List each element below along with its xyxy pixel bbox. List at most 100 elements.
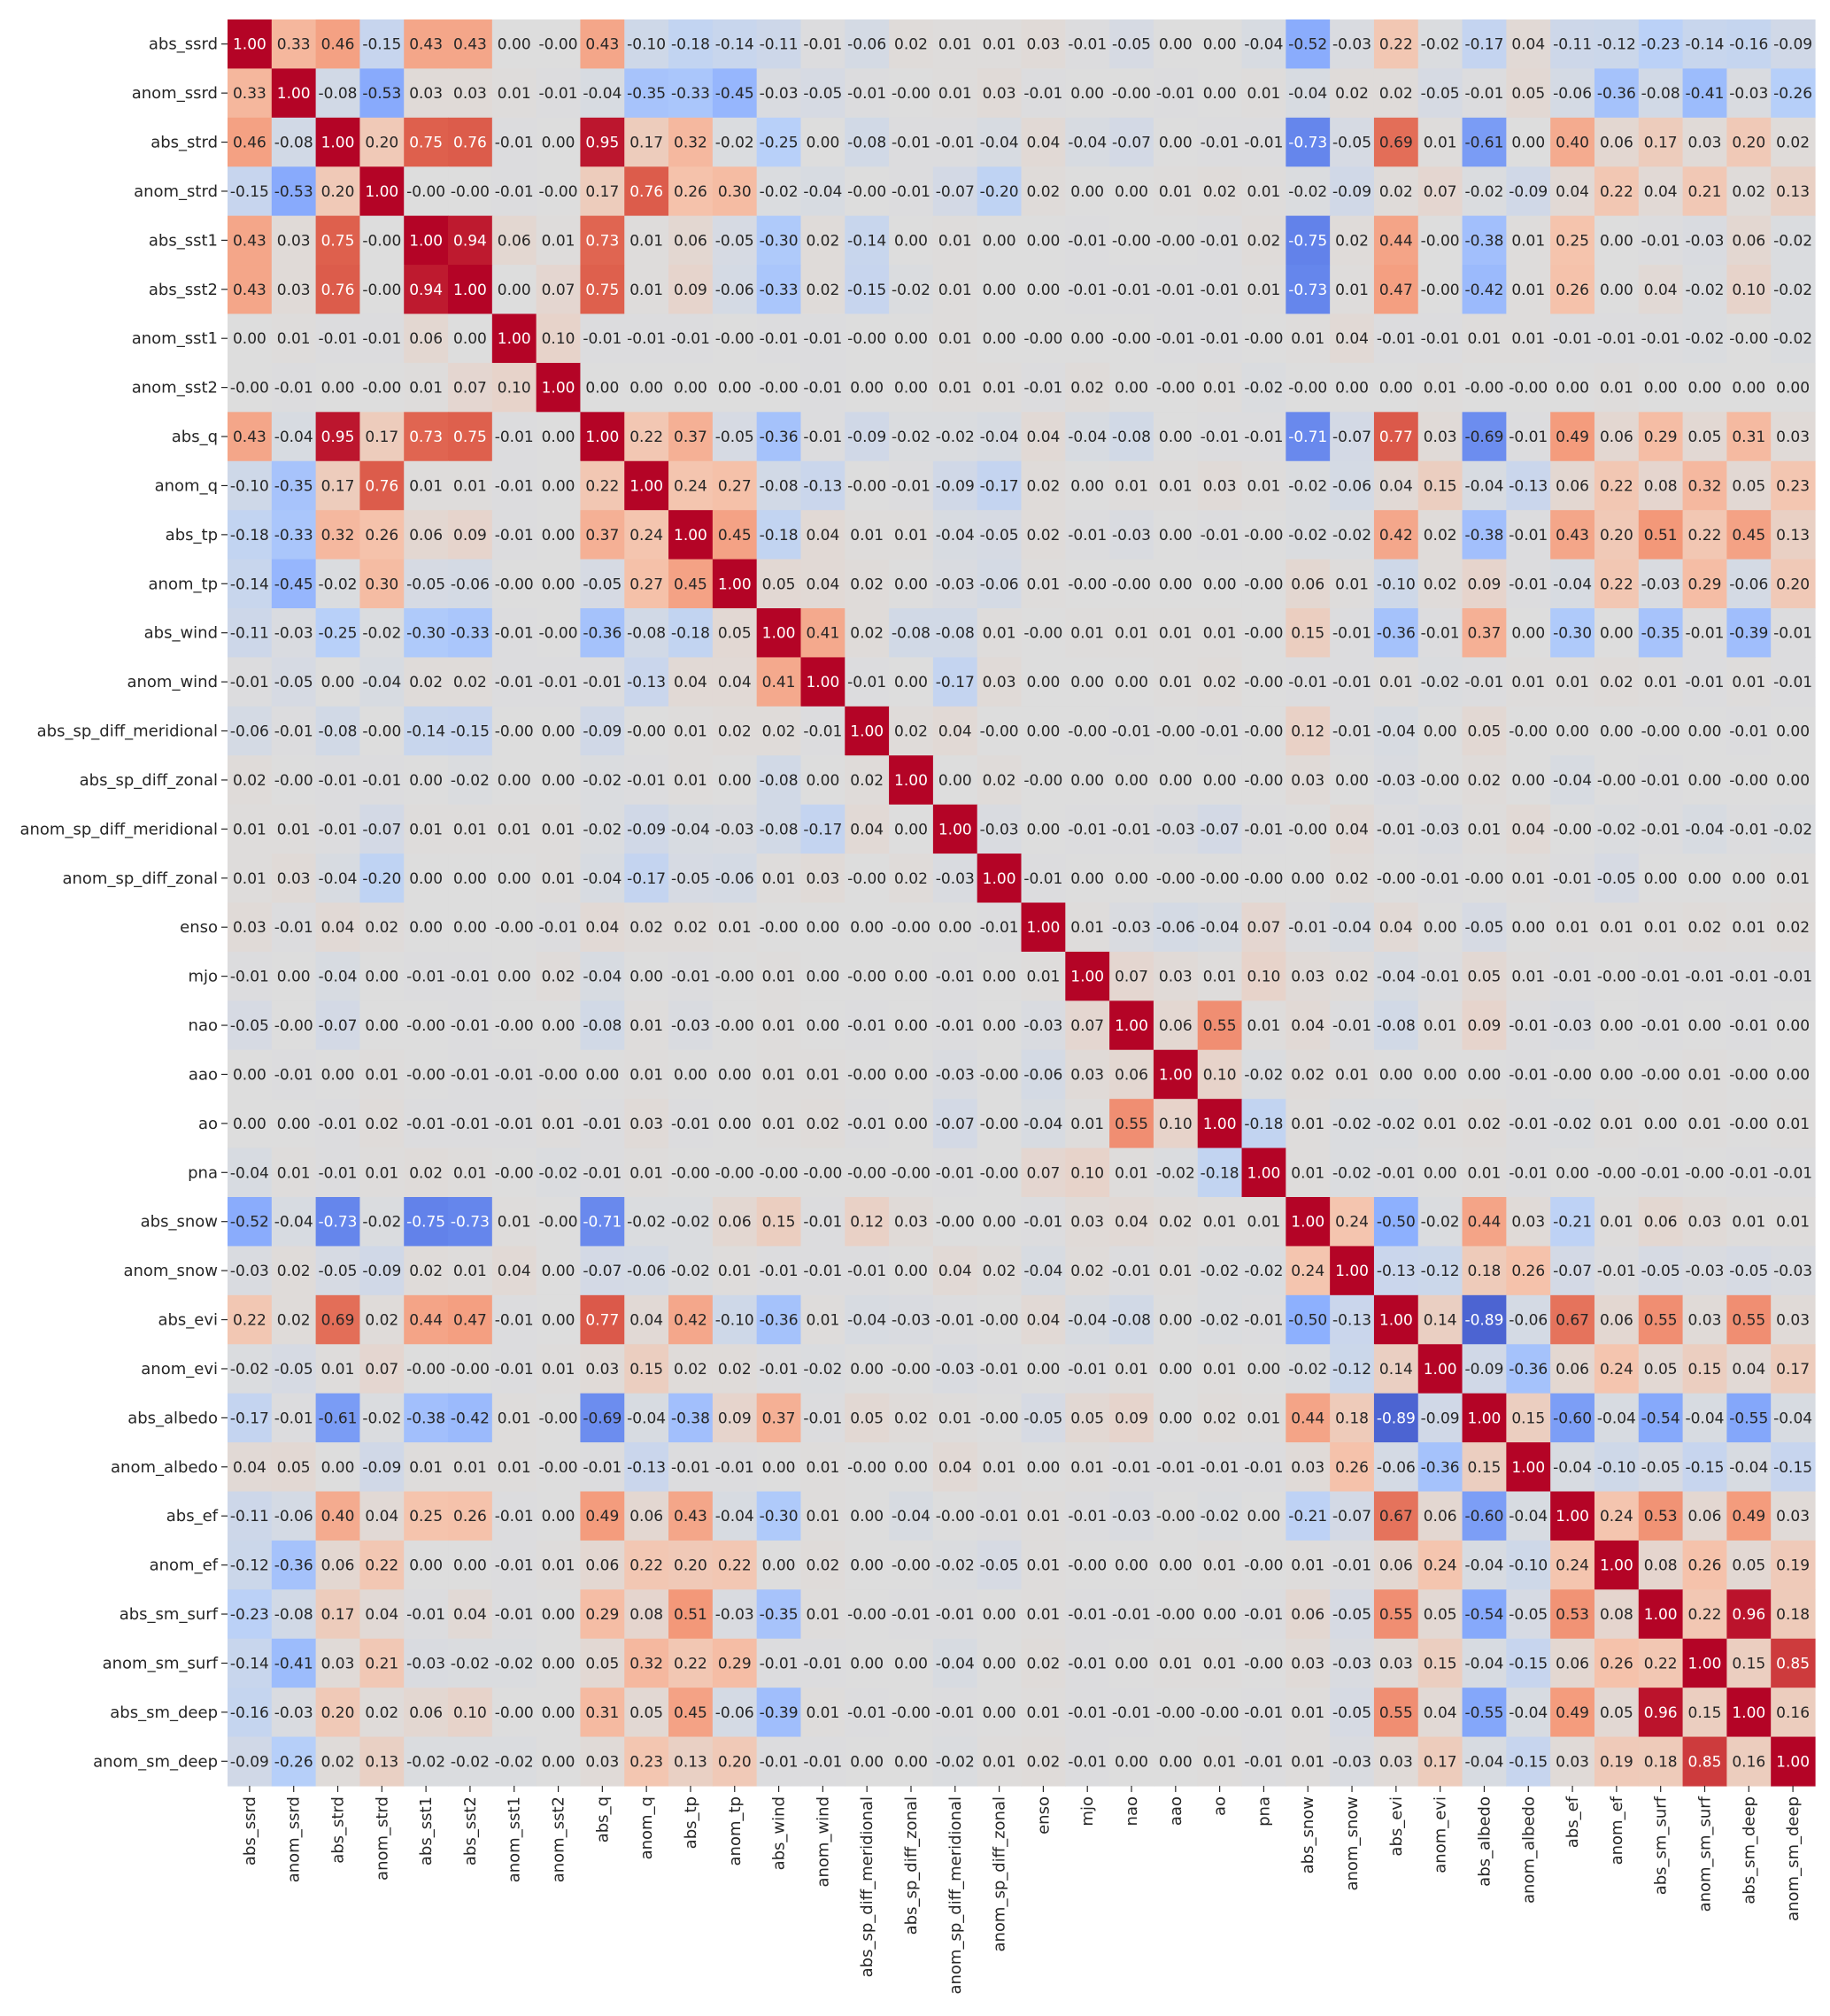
cell-value-label: -0.00	[936, 1508, 975, 1526]
cell-value-label: 0.01	[1203, 1361, 1237, 1379]
heatmap-cell-anom_q-anom_sm_surf	[1682, 460, 1727, 511]
cell-value-label: 0.24	[1600, 1508, 1633, 1526]
heatmap-cell-abs_sp_diff_zonal-abs_sst2	[448, 755, 493, 806]
cell-value-label: -0.01	[1729, 723, 1768, 741]
cell-value-label: -0.00	[980, 1410, 1019, 1427]
cell-value-label: 0.01	[1203, 1214, 1237, 1232]
cell-value-label: 0.05	[629, 1704, 663, 1722]
heatmap-cell-anom_strd-anom_snow	[1330, 166, 1375, 217]
cell-value-label: -0.05	[1597, 870, 1636, 888]
cell-value-label: -0.04	[1553, 1459, 1592, 1477]
x-tick-label: abs_strd	[329, 1796, 348, 1864]
heatmap-cell-ao-pna	[1241, 1099, 1286, 1149]
heatmap-cell-abs_sp_diff_zonal-abs_tp	[668, 755, 714, 806]
heatmap-cell-abs_snow-anom_sp_diff_zonal	[977, 1197, 1023, 1247]
heatmap-cell-abs_wind-anom_ef	[1594, 608, 1640, 659]
heatmap-cell-anom_q-abs_sst1	[404, 460, 449, 511]
cell-value-label: -0.00	[495, 1164, 534, 1182]
cell-value-label: 0.00	[1115, 1655, 1148, 1672]
cell-value-label: 0.02	[983, 1263, 1016, 1280]
cell-value-label: -0.01	[1641, 772, 1680, 790]
heatmap-cell-anom_snow-abs_sm_deep	[1726, 1246, 1772, 1296]
heatmap-cell-enso-anom_albedo	[1506, 902, 1551, 953]
cell-value-label: -0.01	[1421, 625, 1460, 643]
cell-value-label: 0.01	[938, 282, 972, 299]
heatmap-cell-anom_sst2-anom_ef	[1594, 362, 1640, 413]
heatmap-cell-anom_strd-anom_wind	[800, 166, 846, 217]
cell-value-label: 0.17	[585, 183, 619, 201]
heatmap-cell-anom_sp_diff_meridional-anom_sp_diff_meridional	[932, 804, 978, 854]
cell-value-label: -0.01	[230, 969, 269, 986]
cell-value-label: 0.02	[1776, 919, 1810, 937]
cell-value-label: 0.01	[674, 772, 707, 790]
cell-value-label: 0.02	[1070, 380, 1104, 398]
cell-value-label: 0.01	[629, 1164, 663, 1182]
cell-value-label: 1.00	[983, 870, 1016, 888]
cell-value-label: -0.14	[715, 36, 754, 54]
cell-value-label: 0.06	[1556, 1361, 1589, 1379]
cell-value-label: 0.00	[718, 1066, 752, 1084]
heatmap-cell-anom_tp-enso	[1021, 559, 1066, 609]
cell-value-label: -0.35	[274, 477, 313, 495]
cell-value-label: -0.01	[760, 1655, 799, 1672]
heatmap-cell-abs_wind-abs_sm_deep	[1726, 608, 1772, 659]
cell-value-label: 0.01	[1159, 625, 1193, 643]
cell-value-label: -0.01	[319, 330, 358, 348]
cell-value-label: -0.01	[1112, 1459, 1151, 1477]
cell-value-label: -0.01	[803, 380, 842, 398]
heatmap-cell-anom_snow-abs_tp	[668, 1246, 714, 1296]
cell-value-label: 0.02	[1335, 969, 1369, 986]
y-tick-label: abs_sm_deep	[110, 1703, 218, 1722]
heatmap-cell-anom_sst1-enso	[1021, 313, 1066, 364]
cell-value-label: 0.06	[321, 1557, 355, 1575]
heatmap-cell-abs_tp-abs_snow	[1286, 510, 1331, 560]
cell-value-label: 0.75	[585, 282, 619, 299]
cell-value-label: 0.01	[1026, 1508, 1060, 1526]
heatmap-cell-abs_sp_diff_meridional-anom_strd	[359, 706, 405, 756]
heatmap-cell-abs_wind-anom_sp_diff_zonal	[977, 608, 1023, 659]
cell-value-label: -0.01	[671, 969, 710, 986]
cell-value-label: -0.00	[539, 1410, 578, 1427]
heatmap-cell-anom_sst2-anom_evi	[1417, 362, 1463, 413]
heatmap-cell-abs_strd-ao	[1197, 117, 1243, 167]
cell-value-label: -0.00	[1509, 380, 1548, 398]
heatmap-cell-anom_strd-anom_strd	[359, 166, 405, 217]
heatmap-cell-anom_wind-anom_albedo	[1506, 657, 1551, 707]
cell-value-label: -0.01	[583, 1116, 622, 1133]
heatmap-cell-aao-anom_sm_surf	[1682, 1049, 1727, 1100]
cell-value-label: -0.01	[539, 85, 578, 103]
y-tick-label: abs_sst1	[149, 231, 218, 250]
cell-value-label: 0.00	[542, 1312, 575, 1330]
heatmap-cell-abs_wind-abs_ef	[1550, 608, 1595, 659]
heatmap-cell-anom_tp-abs_sst2	[448, 559, 493, 609]
cell-value-label: 0.00	[1732, 380, 1765, 398]
heatmap-cell-ao-ao	[1197, 1099, 1243, 1149]
heatmap-cell-abs_strd-anom_sst2	[536, 117, 582, 167]
cell-value-label: -0.04	[1023, 1116, 1062, 1133]
heatmap-cell-abs_tp-mjo	[1065, 510, 1110, 560]
cell-value-label: -0.23	[230, 1606, 269, 1624]
heatmap-cell-abs_snow-abs_ssrd	[228, 1197, 273, 1247]
heatmap-cell-enso-anom_sp_diff_zonal	[977, 902, 1023, 953]
cell-value-label: 0.20	[718, 1753, 752, 1771]
heatmap-cell-enso-anom_snow	[1330, 902, 1375, 953]
cell-value-label: -0.50	[1288, 1312, 1327, 1330]
cell-value-label: -0.00	[539, 36, 578, 54]
heatmap-cell-abs_sst1-anom_strd	[359, 215, 405, 266]
heatmap-cell-abs_sst2-anom_sm_surf	[1682, 265, 1727, 315]
cell-value-label: -0.01	[1023, 1214, 1062, 1232]
cell-value-label: 0.05	[850, 1410, 884, 1427]
cell-value-label: -0.02	[1201, 1263, 1239, 1280]
cell-value-label: 0.02	[1468, 772, 1502, 790]
heatmap-cell-abs_tp-anom_wind	[800, 510, 846, 560]
cell-value-label: -0.75	[1288, 232, 1327, 250]
heatmap-cell-nao-anom_q	[624, 1000, 669, 1051]
heatmap-cell-anom_sst1-anom_sp_diff_meridional	[932, 313, 978, 364]
heatmap-cell-abs_sst2-anom_snow	[1330, 265, 1375, 315]
cell-value-label: -0.39	[760, 1704, 799, 1722]
heatmap-cell-abs_q-aao	[1153, 412, 1199, 462]
cell-value-label: 0.00	[542, 1263, 575, 1280]
cell-value-label: 0.00	[1203, 85, 1237, 103]
heatmap-cell-anom_wind-abs_albedo	[1462, 657, 1507, 707]
cell-value-label: -0.00	[406, 1066, 445, 1084]
